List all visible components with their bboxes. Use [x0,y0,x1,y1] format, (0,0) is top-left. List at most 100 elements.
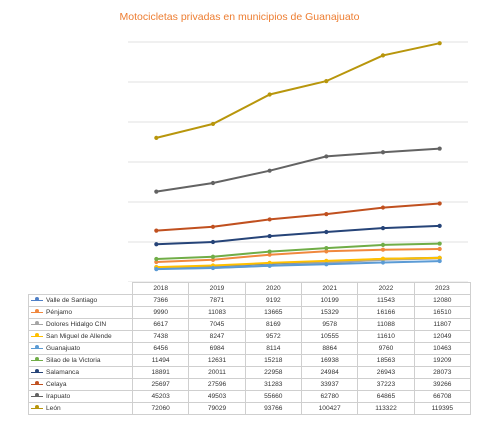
data-point [437,258,442,264]
data-point [380,150,386,155]
data-point [324,212,329,217]
legend-key-icon [31,369,43,374]
table-corner [28,282,133,295]
value-cell: 39266 [413,378,472,391]
series-name-cell: Irapuato [28,390,133,403]
series-name-cell: León [28,402,133,415]
data-point [437,241,442,246]
value-cell: 79029 [188,402,246,415]
year-header: 2020 [244,282,302,295]
value-cell: 16938 [300,354,359,367]
series-name: Dolores Hidalgo CIN [46,321,107,328]
value-cell: 119395 [413,402,472,415]
data-point [380,256,386,261]
chart-title: Motocicletas privadas en municipios de G… [119,11,360,23]
value-cell: 15329 [300,306,359,319]
year-header: 2022 [357,282,415,295]
data-point [154,228,159,233]
series-line [156,260,440,271]
value-cell: 62780 [300,390,359,403]
value-cell: 11088 [357,318,415,331]
data-point [210,180,216,186]
series-line [156,248,440,263]
series-name: Guanajuato [46,345,81,352]
value-cell: 100427 [300,402,359,415]
table-row: Dolores Hidalgo CIN 6617 7045 8169 9578 11088… [28,318,472,331]
data-point [267,252,272,257]
series-name-cell: Dolores Hidalgo CIN [28,318,133,331]
legend-key-icon [31,345,43,350]
value-cell: 10463 [413,342,472,355]
series-name-cell: San Miguel de Allende [28,330,133,343]
value-cell: 16510 [413,306,472,319]
value-cell: 8247 [188,330,246,343]
value-cell: 6984 [188,342,246,355]
data-point [324,262,329,267]
value-cell: 13665 [244,306,302,319]
value-cell: 19209 [413,354,472,367]
value-cell: 7871 [188,294,246,307]
data-point [154,189,159,194]
series-name: León [46,405,61,412]
series-name: Valle de Santiago [46,297,98,304]
series-line [156,256,440,269]
value-cell: 6456 [131,342,190,355]
data-point [267,260,272,265]
series-line [156,202,440,232]
series-line [156,242,440,260]
year-header-row: 2018 2019 2020 2021 2022 2023 [28,282,472,295]
series-name-cell: Pénjamo [28,306,133,319]
value-cell: 22958 [244,366,302,379]
value-cell: 18891 [131,366,190,379]
table-row: Celaya 25697 27596 31283 33937 37223 39266 [28,378,472,391]
data-point [154,135,159,140]
value-cell: 10555 [300,330,359,343]
value-cell: 11083 [188,306,246,319]
series-name: Pénjamo [46,309,73,316]
data-point [324,229,329,235]
value-cell: 12080 [413,294,472,307]
data-point [154,259,159,265]
data-point [154,266,159,272]
value-cell: 9572 [244,330,302,343]
data-point [210,265,216,271]
data-point [154,242,159,247]
series-name: Salamanca [46,369,79,376]
value-cell: 18563 [357,354,415,367]
data-point [267,168,272,173]
table-row: Pénjamo 9990 11083 13665 15329 16166 16510 [28,306,472,319]
data-point [324,79,329,84]
value-cell: 113322 [357,402,415,415]
series-name: Celaya [46,381,67,388]
data-point [437,223,442,228]
data-point [324,249,329,254]
value-cell: 20011 [188,366,246,379]
data-point [210,224,216,229]
legend-key-icon [31,321,43,326]
plot-area [128,41,468,282]
data-table: 2018 2019 2020 2021 2022 2023 Valle de Santia… [28,282,472,415]
value-cell: 7045 [188,318,246,331]
data-point [154,256,159,262]
data-point [437,201,442,206]
value-cell: 15218 [244,354,302,367]
data-point [324,154,329,159]
value-cell: 37223 [357,378,415,391]
data-point [380,53,386,58]
series-line [156,147,440,193]
value-cell: 12631 [188,354,246,367]
data-point [267,92,272,97]
value-cell: 9760 [357,342,415,355]
data-point [324,258,329,263]
series-name-cell: Valle de Santiago [28,294,133,307]
data-point [267,263,272,268]
value-cell: 33937 [300,378,359,391]
legend-key-icon [31,357,43,362]
value-cell: 66708 [413,390,472,403]
value-cell: 27596 [188,378,246,391]
data-point [210,239,216,245]
table-body: Valle de Santiago 7366 7871 9192 10199 11543 1… [28,294,472,415]
data-point [380,226,386,231]
data-point [210,254,216,259]
year-header: 2018 [131,282,190,295]
